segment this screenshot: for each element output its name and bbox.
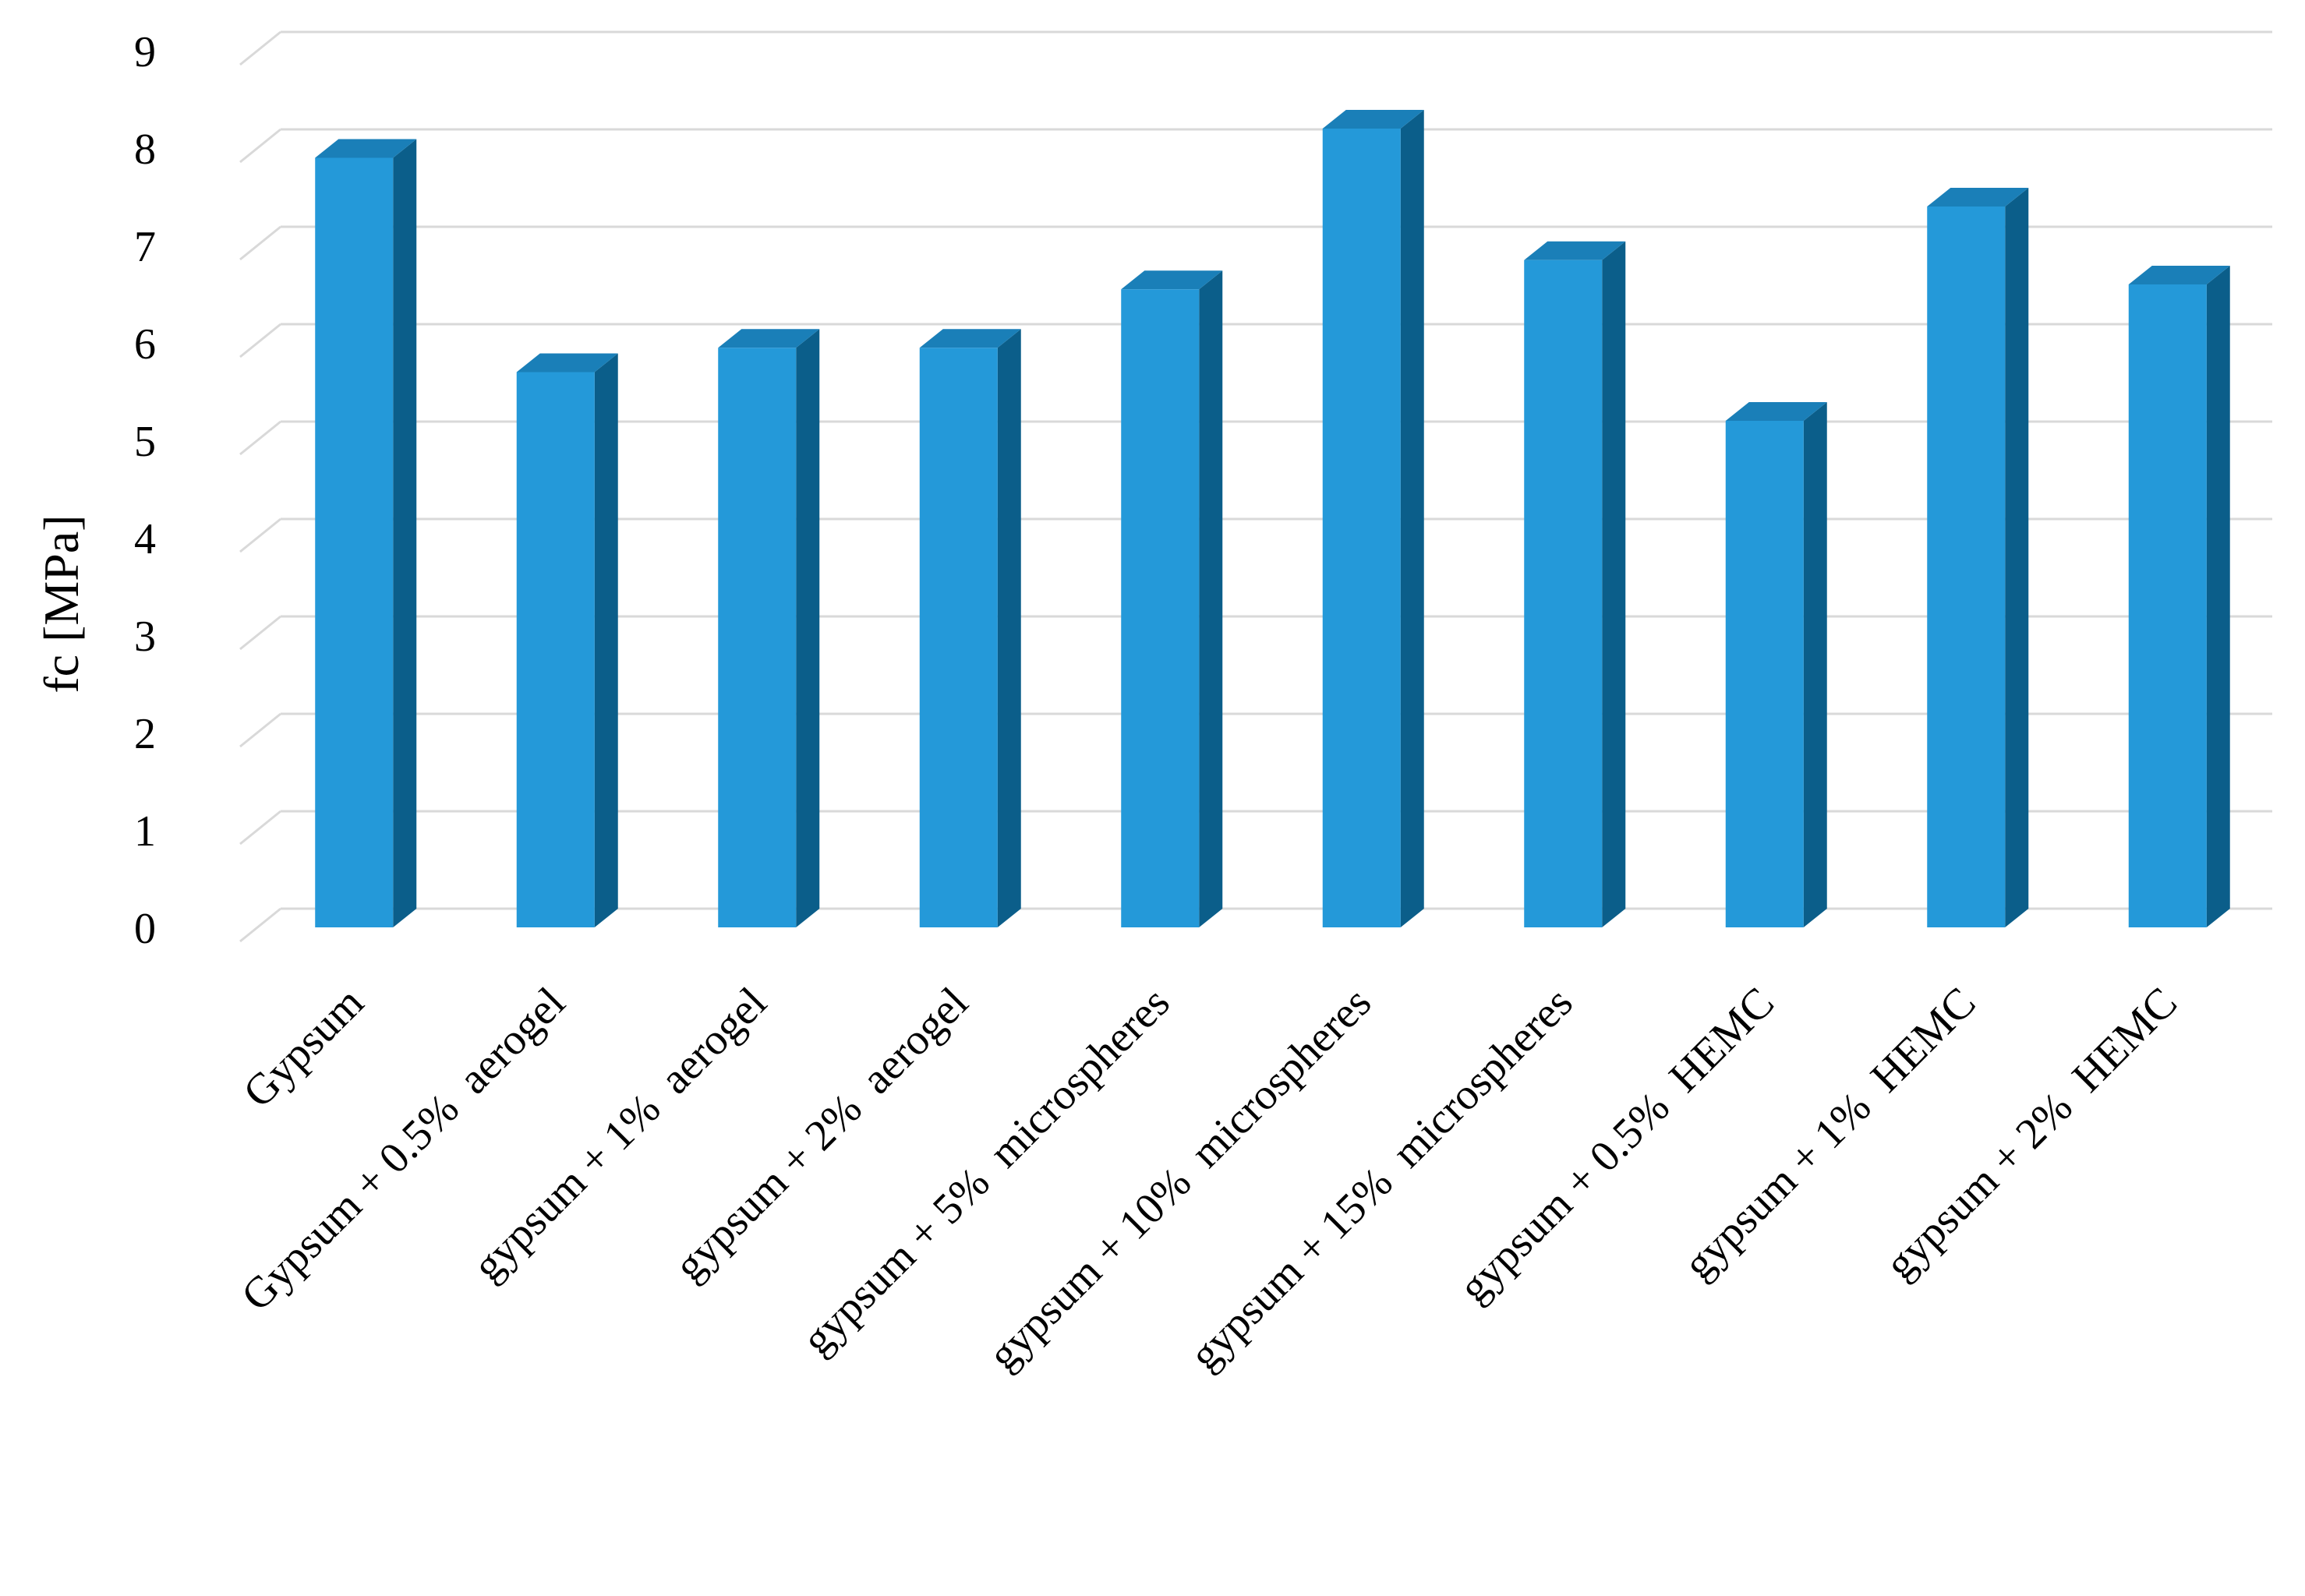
y-axis-title: fc [MPa]: [34, 514, 89, 693]
bar: [1322, 110, 1424, 927]
bar: [1927, 188, 2029, 927]
y-tick-label: 6: [134, 320, 156, 369]
bar: [315, 139, 417, 927]
bar: [1725, 402, 1827, 927]
gridline: [239, 128, 2272, 164]
y-tick-label: 3: [134, 613, 156, 661]
y-axis-ticks: 0 1 2 3 4 5 6 7 8 9: [134, 28, 156, 953]
bar: [919, 329, 1021, 927]
bar: [516, 353, 618, 927]
bars: [315, 110, 2230, 927]
gridline: [239, 30, 2272, 66]
bar: [718, 329, 820, 927]
y-tick-label: 4: [134, 515, 156, 563]
y-tick-label: 7: [134, 223, 156, 271]
x-category-label: Gypsum + 0.5% aerogel: [232, 978, 574, 1320]
y-tick-label: 1: [134, 807, 156, 856]
x-category-label: Gypsum: [234, 978, 373, 1117]
bar: [1524, 241, 1626, 927]
x-category-label: gypsum + 15% microspheres: [1181, 978, 1582, 1379]
y-tick-label: 9: [134, 28, 156, 76]
x-category-label: gypsum + 5% microspheres: [793, 978, 1179, 1364]
y-tick-label: 0: [134, 905, 156, 953]
x-category-label: gypsum + 10% microspheres: [979, 978, 1381, 1379]
bar: [1121, 270, 1223, 927]
bar: [2128, 266, 2230, 927]
y-tick-label: 2: [134, 710, 156, 758]
y-tick-label: 8: [134, 125, 156, 174]
y-tick-label: 5: [134, 418, 156, 466]
